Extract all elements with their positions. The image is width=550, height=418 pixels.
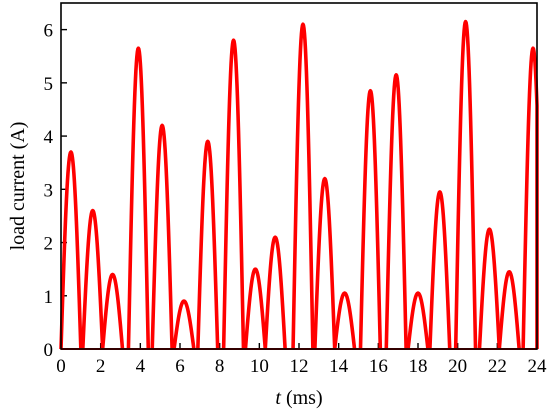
current-pulse [453, 19, 478, 350]
y-tick-label: 5 [44, 74, 54, 95]
current-pulse [358, 89, 383, 350]
x-axis-label: t (ms) [275, 387, 322, 409]
x-tick-label: 0 [56, 356, 66, 377]
y-tick-label: 3 [44, 180, 54, 201]
current-pulse [59, 150, 83, 350]
current-pulse [313, 176, 337, 350]
current-pulse [406, 291, 430, 350]
y-tick-label: 6 [44, 21, 54, 42]
series-layer [59, 19, 539, 350]
x-tick-label: 24 [528, 356, 548, 377]
current-pulse [497, 270, 521, 350]
x-tick-label: 14 [329, 356, 349, 377]
y-tick-label: 4 [44, 127, 54, 148]
current-pulse [291, 22, 315, 350]
x-tick-label: 12 [290, 356, 309, 377]
x-tick-label: 10 [250, 356, 269, 377]
current-pulse [428, 190, 452, 350]
x-tick-label: 4 [136, 356, 146, 377]
x-tick-label: 18 [409, 356, 428, 377]
y-axis-label: load current (A) [7, 122, 29, 251]
current-pulse [332, 291, 357, 350]
current-pulse [196, 139, 220, 350]
current-pulse [477, 227, 502, 350]
current-pulse [263, 235, 287, 350]
y-tick-label: 2 [44, 234, 54, 255]
x-tick-label: 8 [215, 356, 225, 377]
x-tick-label: 20 [448, 356, 467, 377]
current-pulse [384, 73, 408, 350]
plot-frame [60, 2, 538, 350]
x-axis-label-var: t [275, 387, 281, 409]
current-pulse [81, 208, 105, 350]
x-tick-label: 22 [488, 356, 507, 377]
current-pulse [243, 267, 268, 350]
x-tick-label: 2 [96, 356, 106, 377]
current-pulse [521, 46, 539, 350]
x-tick-label: 16 [369, 356, 388, 377]
x-axis-label-unit: (ms) [281, 387, 323, 409]
current-pulse [221, 38, 246, 350]
y-tick-label: 1 [44, 287, 54, 308]
x-tick-label: 6 [175, 356, 185, 377]
current-pulse [100, 272, 125, 350]
current-pulse [126, 46, 151, 350]
current-pulse [172, 299, 196, 350]
current-pulse [150, 123, 174, 350]
y-tick-label: 0 [44, 340, 54, 361]
